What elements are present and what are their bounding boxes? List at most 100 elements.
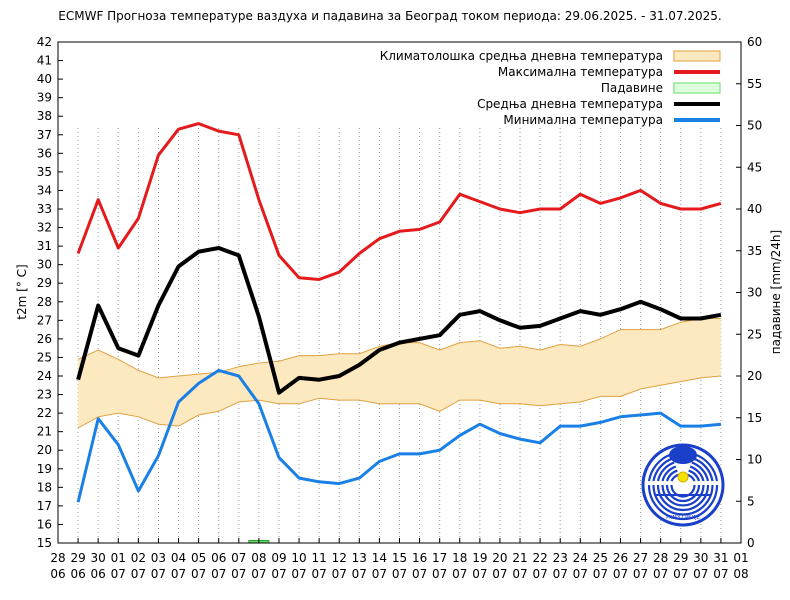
y-tick-label: 17: [37, 499, 52, 513]
x-tick-month: 07: [553, 567, 568, 581]
x-tick-day: 22: [532, 551, 547, 565]
x-tick-day: 16: [412, 551, 427, 565]
x-tick-day: 17: [432, 551, 447, 565]
x-tick-month: 07: [352, 567, 367, 581]
x-tick-day: 01: [733, 551, 748, 565]
x-tick-day: 24: [573, 551, 588, 565]
x-tick-month: 07: [532, 567, 547, 581]
logo-arc: [665, 484, 701, 503]
x-tick-day: 21: [512, 551, 527, 565]
y-tick-label: 19: [37, 462, 52, 476]
x-tick-month: 07: [573, 567, 588, 581]
series-line-1: [76, 246, 722, 395]
x-tick-day: 20: [492, 551, 507, 565]
y-tick-label: 23: [37, 388, 52, 402]
x-tick-month: 07: [472, 567, 487, 581]
x-tick-month: 07: [412, 567, 427, 581]
y-tick-label: 34: [37, 183, 52, 197]
x-tick-day: 29: [70, 551, 85, 565]
y-tick-label: 16: [37, 517, 52, 531]
logo-arc: [691, 461, 710, 482]
x-tick-month: 07: [291, 567, 306, 581]
x-tick-day: 15: [392, 551, 407, 565]
y-tick-label: 37: [37, 128, 52, 142]
x-tick-month: 07: [653, 567, 668, 581]
y-tick-label: 30: [37, 258, 52, 272]
chart-title: ECMWF Прогноза температуре ваздуха и пад…: [58, 9, 721, 23]
y2-tick-label: 50: [747, 119, 762, 133]
x-tick-day: 27: [633, 551, 648, 565]
x-tick-day: 08: [251, 551, 266, 565]
logo-arc: [688, 469, 701, 482]
y2-tick-label: 30: [747, 286, 762, 300]
x-tick-month: 07: [613, 567, 628, 581]
y-tick-label: 42: [37, 35, 52, 49]
y-tick-label: 18: [37, 480, 52, 494]
x-tick-month: 07: [673, 567, 688, 581]
x-tick-day: 28: [50, 551, 65, 565]
x-tick-month: 07: [713, 567, 728, 581]
legend-swatch-band: [673, 50, 721, 62]
x-tick-month: 07: [171, 567, 186, 581]
x-tick-day: 19: [472, 551, 487, 565]
climate-band-area: [78, 318, 721, 428]
x-tick-day: 12: [332, 551, 347, 565]
x-tick-day: 06: [211, 551, 226, 565]
legend-label: Средња дневна температура: [477, 97, 663, 111]
y-tick-label: 24: [37, 369, 52, 383]
x-tick-day: 30: [91, 551, 106, 565]
x-tick-day: 29: [673, 551, 688, 565]
logo-arc: [647, 453, 672, 482]
x-tick-month: 07: [693, 567, 708, 581]
logo-arc: [652, 484, 714, 516]
y-tick-label: 36: [37, 146, 52, 160]
legend-swatch-bar: [673, 82, 721, 94]
logo-arc: [692, 457, 714, 482]
y-axis-ticks: 15 16 17 18 19 20 21 22 23 24 25 26 27 28 29 30 31 32 33 34…: [37, 35, 63, 550]
x-tick-month: 07: [231, 567, 246, 581]
x-tick-month: 07: [211, 567, 226, 581]
x-tick-month: 07: [111, 567, 126, 581]
legend-label: Падавине: [601, 81, 663, 95]
x-tick-month: 07: [191, 567, 206, 581]
x-tick-month: 07: [332, 567, 347, 581]
y2-tick-label: 10: [747, 453, 762, 467]
y-tick-label: 20: [37, 443, 52, 457]
x-tick-day: 31: [713, 551, 728, 565]
y2-tick-label: 20: [747, 369, 762, 383]
logo-text: РХМЗ СРБИЈЕ: [666, 515, 700, 521]
y-tick-label: 25: [37, 350, 52, 364]
x-tick-month: 06: [50, 567, 65, 581]
legend-label: Климатолошка средња дневна температура: [380, 49, 663, 63]
rhmz-logo: РХМЗ СРБИЈЕ: [641, 443, 725, 527]
x-tick-month: 07: [492, 567, 507, 581]
x-tick-day: 05: [191, 551, 206, 565]
y-tick-label: 28: [37, 295, 52, 309]
y2-tick-label: 55: [747, 77, 762, 91]
y-tick-label: 21: [37, 425, 52, 439]
x-tick-day: 28: [653, 551, 668, 565]
series-lines: [76, 122, 722, 503]
y-tick-label: 41: [37, 54, 52, 68]
x-tick-month: 07: [312, 567, 327, 581]
y2-axis-ticks: 0 5 10 15 20 25 30 35 40 45 50 55 60: [736, 35, 762, 550]
logo-arc: [694, 453, 719, 482]
x-tick-day: 10: [291, 551, 306, 565]
logo-arc: [665, 469, 678, 482]
logo-arc: [652, 457, 674, 482]
series-line-2: [76, 368, 722, 503]
y2-tick-label: 40: [747, 202, 762, 216]
y-tick-label: 38: [37, 109, 52, 123]
x-tick-month: 07: [151, 567, 166, 581]
y2-tick-label: 45: [747, 160, 762, 174]
x-tick-month: 08: [733, 567, 748, 581]
logo-arc: [661, 484, 705, 507]
y2-tick-label: 0: [747, 536, 755, 550]
x-tick-month: 07: [372, 567, 387, 581]
y-tick-label: 22: [37, 406, 52, 420]
y-tick-label: 27: [37, 313, 52, 327]
y-tick-label: 32: [37, 221, 52, 235]
legend: Климатолошка средња дневна температура Ма…: [380, 49, 721, 127]
climate-band-lower: [77, 375, 721, 429]
x-tick-day: 02: [131, 551, 146, 565]
